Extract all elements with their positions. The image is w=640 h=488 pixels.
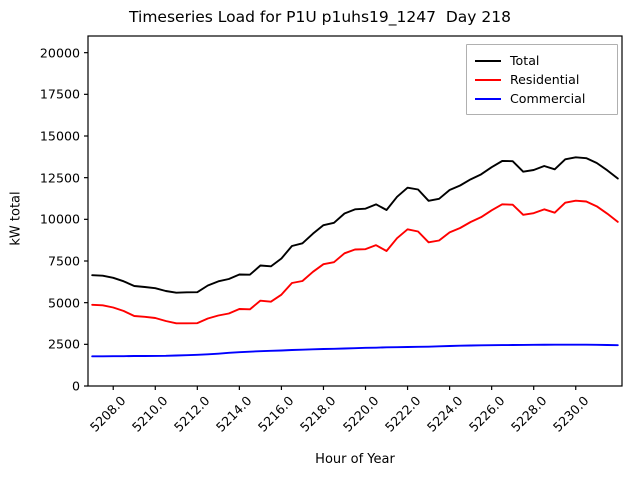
y-tick-label: 0 (71, 378, 80, 394)
y-axis-label: kW total (8, 191, 24, 246)
legend-swatch-commercial (475, 97, 501, 100)
chart-legend: Total Residential Commercial (466, 44, 618, 115)
legend-item[interactable]: Commercial (475, 89, 609, 108)
legend-label-total: Total (510, 53, 540, 68)
y-tick-marks (84, 52, 88, 387)
legend-swatch-residential (475, 78, 501, 81)
y-tick-label: 7500 (47, 253, 80, 269)
legend-swatch-total (475, 59, 501, 62)
y-tick-label: 17500 (39, 86, 80, 102)
legend-item[interactable]: Residential (475, 70, 609, 89)
y-tick-label: 5000 (47, 295, 80, 311)
legend-label-commercial: Commercial (510, 91, 586, 106)
series-line-total (91, 156, 619, 294)
series-line-commercial (91, 343, 619, 358)
x-tick-marks (112, 386, 577, 390)
legend-label-residential: Residential (510, 72, 580, 87)
y-tick-label: 10000 (39, 211, 80, 227)
x-axis-label: Hour of Year (315, 452, 395, 467)
series-line-residential (91, 199, 619, 325)
y-tick-label: 15000 (39, 128, 80, 144)
y-tick-label: 20000 (39, 45, 80, 61)
chart-title: Timeseries Load for P1U p1uhs19_1247 Day… (129, 8, 511, 26)
y-tick-label: 12500 (39, 170, 80, 186)
y-tick-label: 2500 (47, 336, 80, 352)
series-lines (91, 156, 619, 358)
legend-item[interactable]: Total (475, 51, 609, 70)
